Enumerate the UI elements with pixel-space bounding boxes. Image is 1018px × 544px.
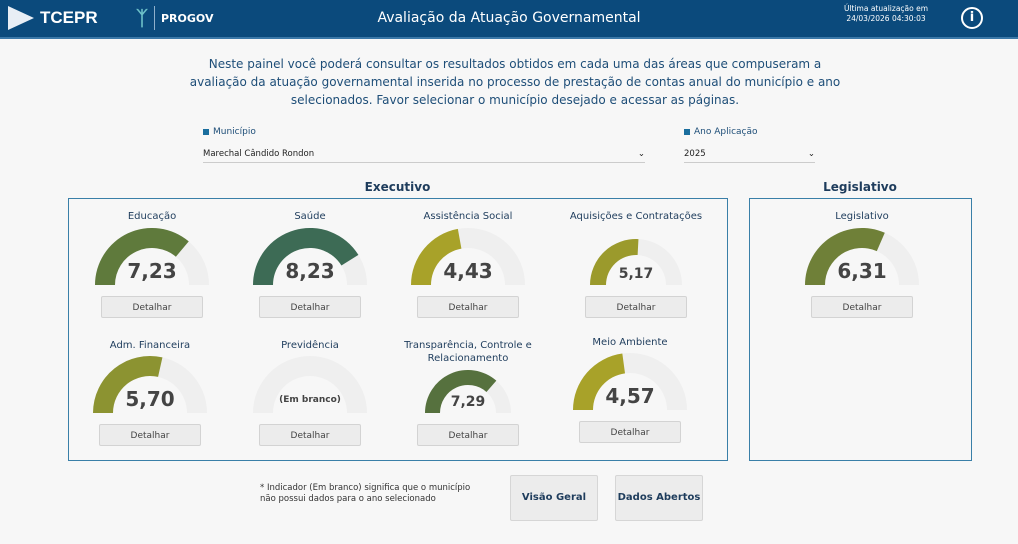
gauge-fill [95, 228, 189, 285]
note-line: não possui dados para o ano selecionado [260, 494, 436, 504]
tcepr-logo[interactable]: TCEPR [8, 6, 98, 30]
gauge-title: Transparência, Controle e Relacionamento [404, 340, 532, 364]
gauge-chart [93, 356, 207, 413]
gauge-chart [805, 228, 919, 285]
gauge-title: Adm. Financeira [109, 340, 191, 351]
progov-text: PROGOV [161, 11, 214, 25]
gauge-title: Previdência [281, 340, 339, 351]
gauge-chart [253, 356, 367, 413]
gauge-value: 5,70 [125, 387, 175, 411]
gauge-title: Legislativo [835, 211, 889, 222]
chevron-down-icon: ⌄ [637, 149, 645, 159]
gauge-chart [573, 353, 687, 410]
gauge-chart [95, 228, 209, 285]
gauge-chart [425, 370, 511, 413]
square-icon [203, 129, 209, 135]
gauge-chart [411, 228, 525, 285]
gauge-title: Assistência Social [423, 211, 513, 222]
gauge-fill [411, 228, 462, 285]
ano-label: Ano Aplicação [684, 127, 758, 137]
chevron-down-icon: ⌄ [807, 149, 815, 159]
gauge-fill [805, 228, 885, 285]
intro-text: Neste painel você poderá consultar os re… [189, 57, 841, 107]
gauge-chart [590, 239, 682, 285]
select-value: 2025 [684, 149, 706, 159]
gauge-fill [425, 370, 497, 413]
gauge-value: 8,23 [285, 259, 335, 283]
gauge-fill [590, 239, 639, 285]
gauge-fill [253, 228, 359, 285]
select-value: Marechal Cândido Rondon [203, 149, 315, 159]
note-line: * Indicador (Em branco) significa que o … [260, 483, 471, 493]
progov-logo: ᛉ PROGOV [136, 6, 213, 30]
label-text: Ano Aplicação [694, 127, 758, 137]
gauge-chart [253, 228, 367, 285]
gauge-value: (Em branco) [279, 395, 341, 405]
label-text: Município [213, 127, 256, 137]
gauge-track [253, 356, 367, 413]
detalhar-button[interactable]: Detalhar [811, 296, 913, 318]
gauge-fill [573, 353, 626, 410]
detalhar-button[interactable]: Detalhar [417, 424, 519, 446]
gauge-title: Saúde [294, 211, 326, 222]
detalhar-button[interactable]: Detalhar [579, 421, 681, 443]
gauge-title: Educação [127, 211, 177, 222]
detalhar-button[interactable]: Detalhar [259, 296, 361, 318]
dados-abertos-button[interactable]: Dados Abertos [615, 475, 703, 521]
info-icon[interactable]: i [961, 7, 983, 29]
detalhar-button[interactable]: Detalhar [99, 424, 201, 446]
gauge-value: 4,43 [443, 259, 493, 283]
update-label: Última atualização em [843, 4, 929, 13]
logo-text: TCEPR [40, 8, 98, 27]
blank-note: * Indicador (Em branco) significa que o … [260, 483, 470, 505]
detalhar-button[interactable]: Detalhar [259, 424, 361, 446]
header-bar: TCEPR ᛉ PROGOV Avaliação da Atuação Gover… [0, 0, 1018, 39]
gauge-value: 5,17 [618, 266, 654, 282]
square-icon [684, 129, 690, 135]
legislativo-heading: Legislativo [823, 180, 897, 194]
bird-icon: ᛉ [136, 6, 148, 30]
visao-geral-button[interactable]: Visão Geral [510, 475, 598, 521]
gauge-fill [93, 356, 163, 413]
gauge-title: Aquisições e Contratações [569, 211, 703, 222]
update-time: 24/03/2026 04:30:03 [846, 14, 926, 23]
municipio-select[interactable]: Marechal Cândido Rondon ⌄ [203, 146, 645, 163]
gauge-value: 6,31 [837, 259, 887, 283]
executivo-heading: Executivo [364, 180, 431, 194]
detalhar-button[interactable]: Detalhar [417, 296, 519, 318]
detalhar-button[interactable]: Detalhar [585, 296, 687, 318]
last-update: Última atualização em 24/03/2026 04:30:03 [838, 4, 934, 24]
ano-select[interactable]: 2025 ⌄ [684, 146, 815, 163]
gauge-title: Meio Ambiente [592, 337, 668, 348]
tcepr-logo-icon [8, 6, 34, 30]
divider [154, 6, 155, 30]
gauge-value: 7,23 [127, 259, 177, 283]
page-title: Avaliação da Atuação Governamental [377, 10, 641, 26]
gauge-value: 7,29 [450, 394, 486, 410]
gauge-value: 4,57 [605, 384, 655, 408]
detalhar-button[interactable]: Detalhar [101, 296, 203, 318]
municipio-label: Município [203, 127, 256, 137]
